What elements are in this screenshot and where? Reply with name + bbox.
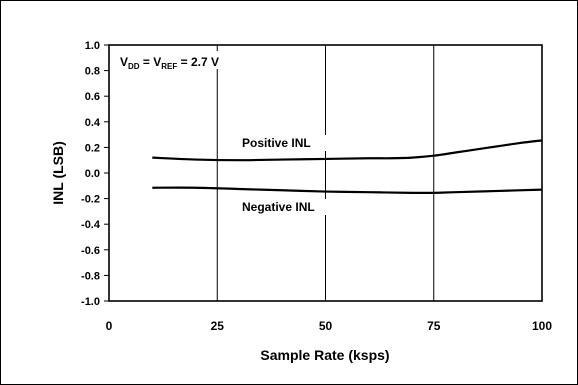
x-tick-label: 75 xyxy=(427,319,441,333)
y-tick-label: -0.4 xyxy=(81,219,101,231)
negative-inl-label-bg xyxy=(238,199,342,215)
y-tick-marks xyxy=(104,44,109,302)
y-tick-labels: 1.0 0.8 0.6 0.4 0.2 0.0 -0.2 -0.4 -0.6 -0.8 -1.0 xyxy=(81,40,101,308)
y-tick-label: 0.6 xyxy=(85,91,100,103)
series-lines xyxy=(152,139,543,195)
conditions-label-bg xyxy=(113,51,260,69)
y-tick-label: -0.8 xyxy=(81,270,100,282)
y-tick-label: -1.0 xyxy=(81,296,100,308)
y-tick-label: 0.2 xyxy=(85,142,100,154)
x-axis-title: Sample Rate (ksps) xyxy=(260,347,389,363)
x-tick-label: 25 xyxy=(211,319,225,333)
x-tick-label: 100 xyxy=(532,319,552,333)
y-tick-label: -0.2 xyxy=(81,194,100,206)
x-tick-label: 50 xyxy=(319,319,333,333)
vertical-gridlines xyxy=(216,45,435,301)
y-tick-label: 0.8 xyxy=(85,66,100,78)
series-line-negative-inl xyxy=(152,186,543,195)
y-tick-label: -0.6 xyxy=(81,245,100,257)
y-tick-label: 1.0 xyxy=(85,40,100,52)
conditions-label: VDD = VREF = 2.7 V xyxy=(120,55,219,71)
positive-inl-label-bg xyxy=(238,135,340,151)
y-axis-title: INL (LSB) xyxy=(50,141,66,205)
series-line-positive-inl xyxy=(152,139,543,162)
x-tick-label: 0 xyxy=(106,319,113,333)
x-tick-labels: 0 25 50 75 100 xyxy=(106,319,553,333)
positive-inl-label: Positive INL xyxy=(242,136,311,150)
y-tick-label: 0.0 xyxy=(85,168,100,180)
negative-inl-label: Negative INL xyxy=(242,200,315,214)
y-tick-label: 0.4 xyxy=(85,117,101,129)
